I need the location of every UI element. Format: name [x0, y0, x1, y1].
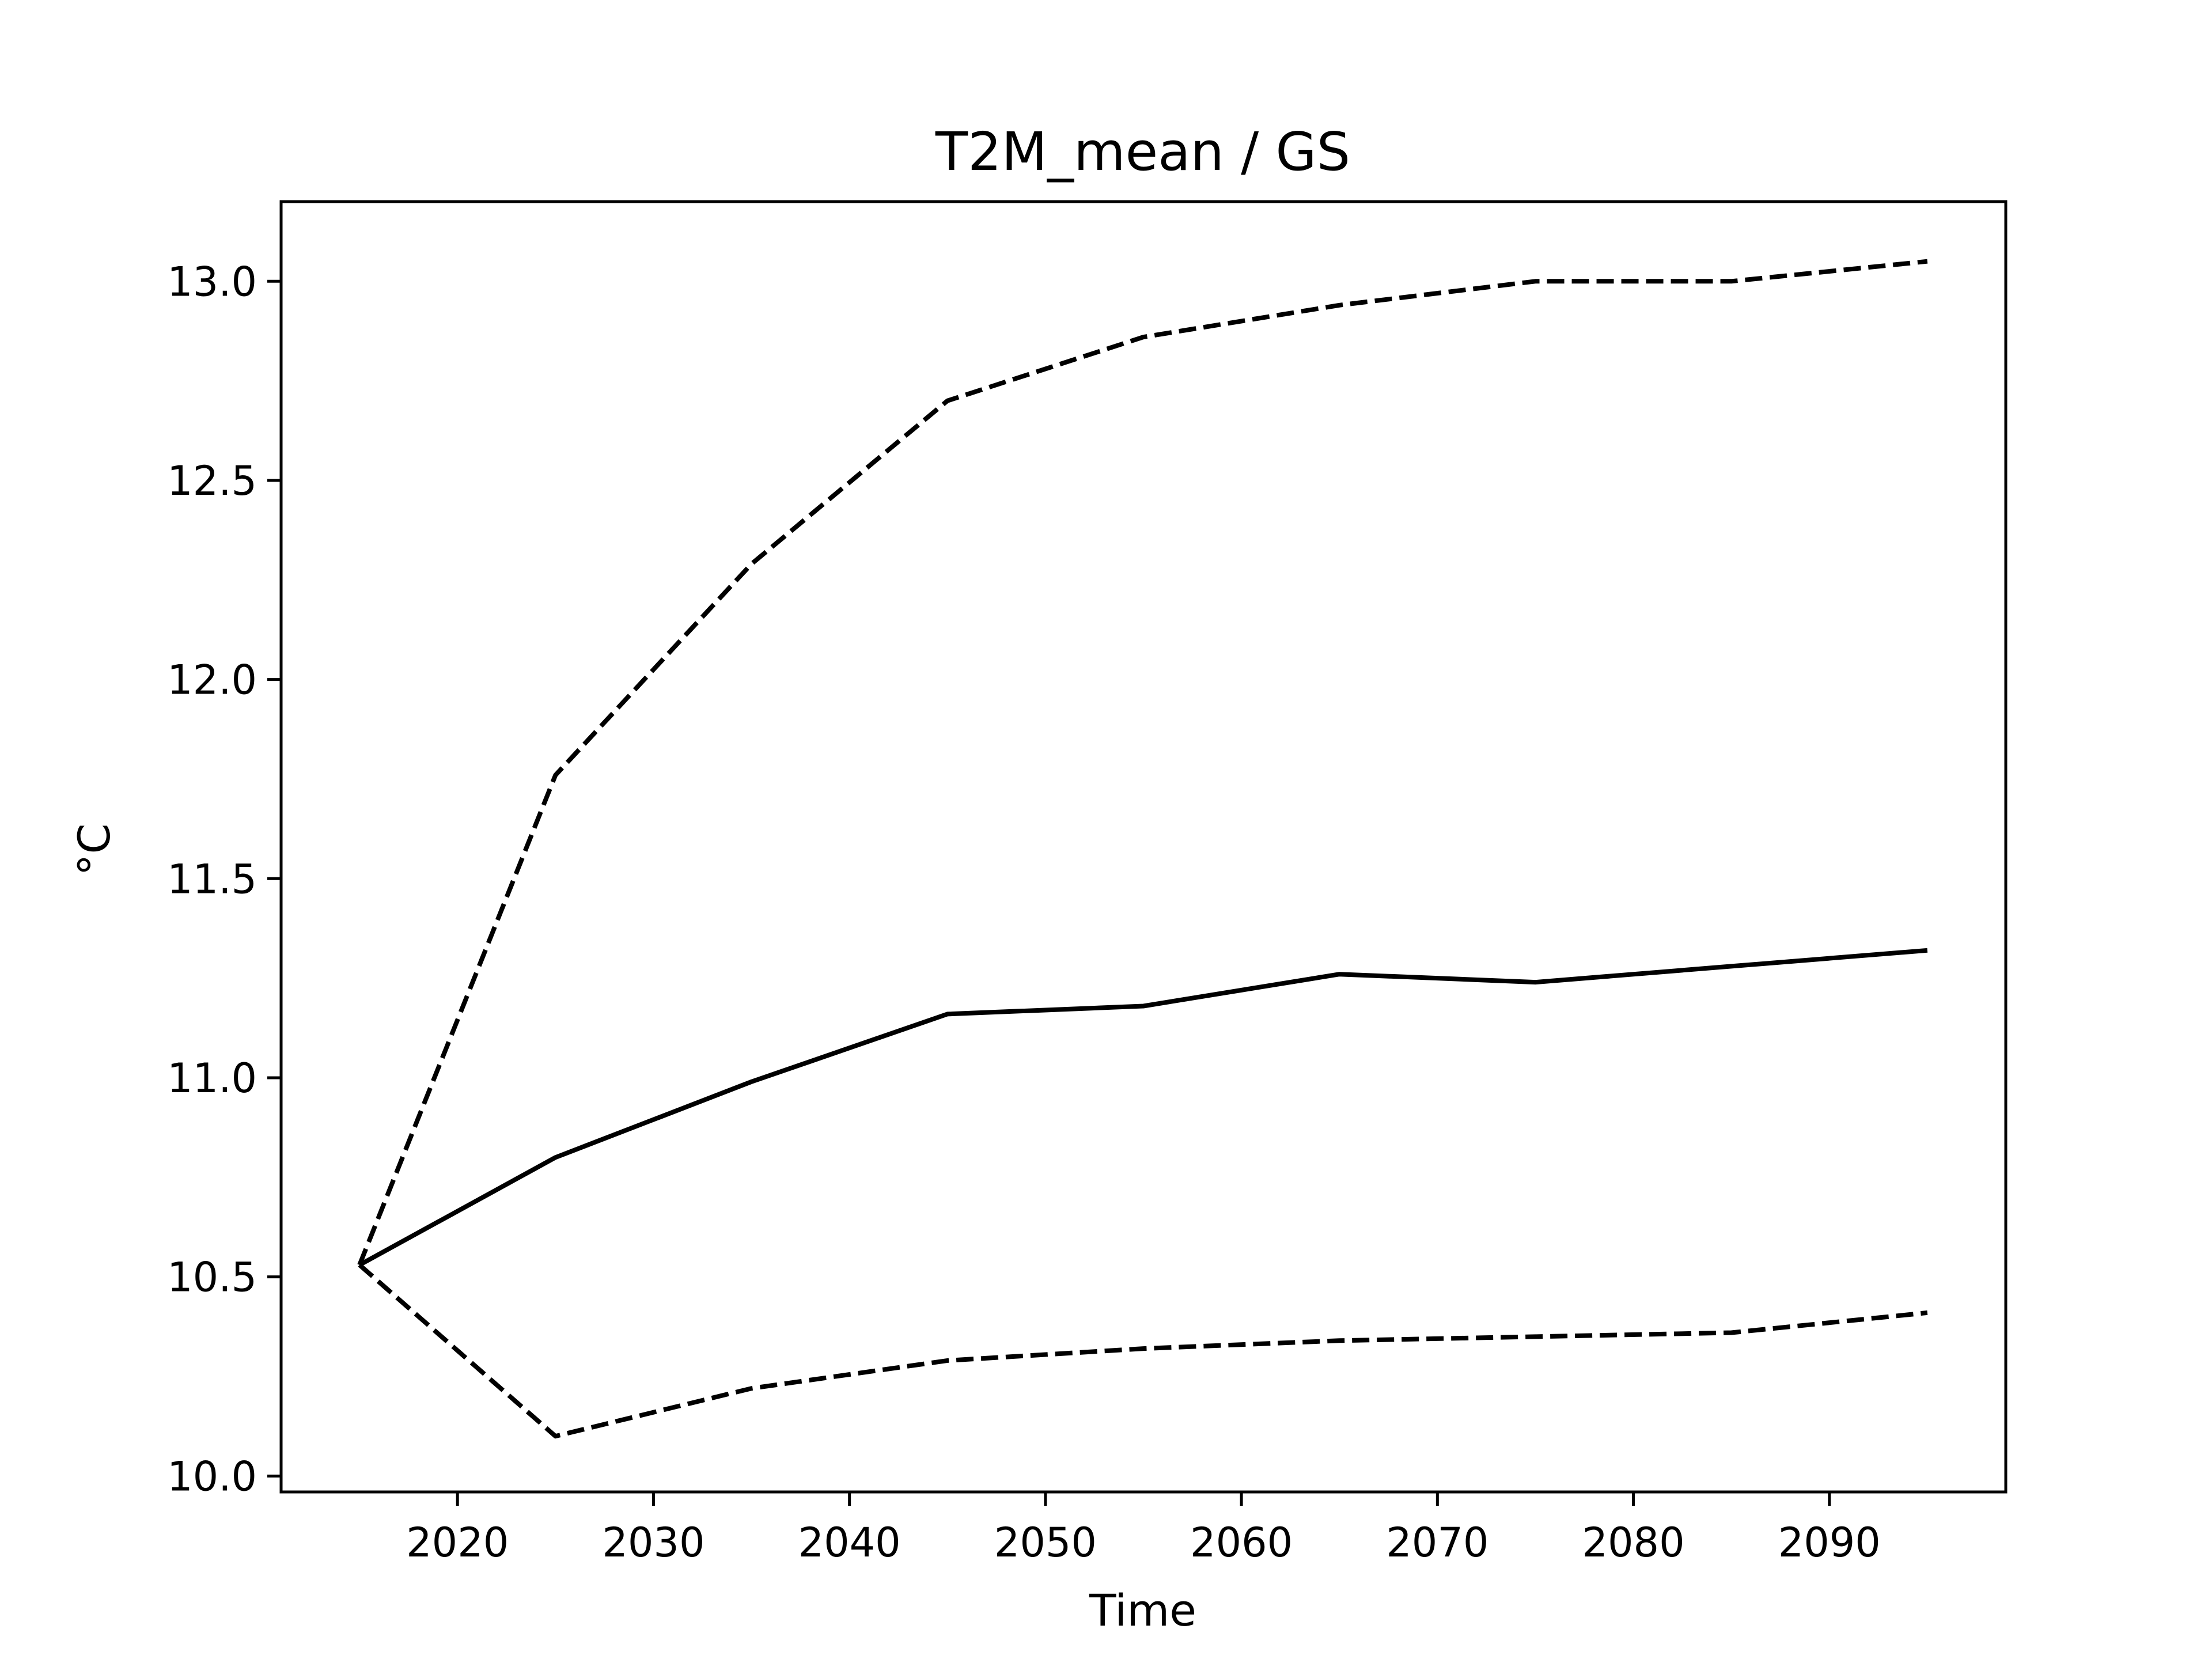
series-line-0	[358, 948, 1928, 1267]
series-line-1	[357, 259, 1928, 1266]
y-axis-label: °C	[69, 823, 120, 876]
x-tick-label: 2090	[1778, 1519, 1881, 1566]
x-tick-label: 2060	[1190, 1519, 1293, 1566]
y-tick-label: 13.0	[167, 258, 257, 305]
y-tick-label: 11.5	[167, 855, 257, 903]
x-tick-label: 2040	[798, 1519, 901, 1566]
y-tick-label: 12.5	[167, 457, 257, 505]
y-axis-ticks: 10.0 10.5 11.0 11.5 12.0 12.5 13.0	[167, 258, 281, 1500]
y-tick-label: 10.0	[167, 1453, 257, 1500]
series-line-2	[358, 1263, 1928, 1439]
chart-title: T2M_mean / GS	[935, 121, 1350, 183]
x-axis-label: Time	[1089, 1585, 1196, 1636]
x-tick-label: 2020	[406, 1519, 509, 1566]
x-tick-label: 2070	[1386, 1519, 1488, 1566]
x-tick-label: 2050	[994, 1519, 1097, 1566]
plot-series	[357, 259, 1928, 1439]
y-tick-label: 11.0	[167, 1055, 257, 1102]
y-tick-label: 10.5	[167, 1254, 257, 1301]
x-tick-label: 2030	[602, 1519, 704, 1566]
x-axis-ticks: 2020 2030 2040 2050 2060 2070 2080 2090	[406, 1492, 1881, 1566]
plot-area-frame	[279, 200, 2008, 1494]
x-tick-label: 2080	[1582, 1519, 1684, 1566]
y-tick-label: 12.0	[167, 657, 257, 704]
